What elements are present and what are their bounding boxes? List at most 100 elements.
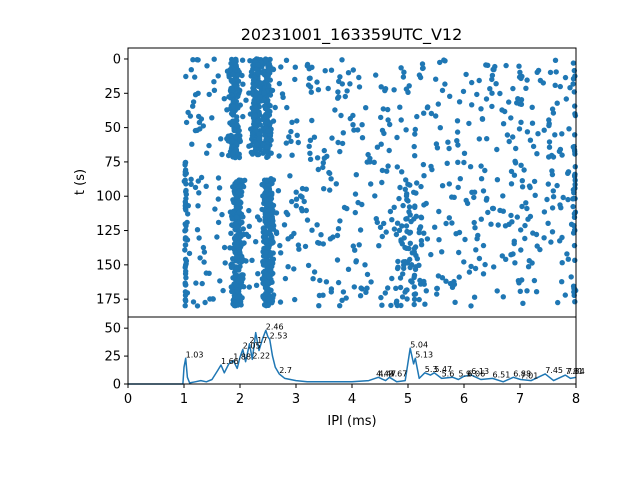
scatter-point (357, 227, 364, 233)
scatter-point (298, 205, 305, 212)
scatter-point (264, 119, 270, 125)
scatter-point (401, 235, 407, 241)
scatter-point (267, 252, 274, 259)
scatter-point (314, 79, 320, 85)
scatter-point (382, 87, 388, 94)
scatter-point (265, 128, 271, 134)
scatter-point (520, 300, 526, 306)
scatter-point (379, 167, 386, 174)
scatter-point (286, 134, 292, 140)
scatter-point (337, 148, 343, 155)
scatter-point (439, 87, 446, 94)
scatter-point (519, 184, 526, 190)
scatter-point (309, 64, 315, 71)
scatter-point (455, 159, 461, 165)
peak-label: 7.81 (565, 367, 583, 376)
scatter-point (518, 227, 524, 233)
scatter-point (405, 198, 411, 204)
scatter-point (418, 183, 424, 190)
scatter-point (255, 61, 261, 68)
scatter-point (238, 220, 244, 226)
scatter-point (233, 146, 239, 153)
scatter-point (570, 230, 577, 236)
scatter-point (230, 150, 236, 157)
scatter-point (419, 65, 426, 72)
scatter-point (289, 152, 295, 158)
scatter-point (359, 135, 366, 141)
scatter-point (478, 216, 484, 222)
scatter-point (416, 296, 422, 303)
scatter-point (491, 264, 497, 270)
histogram-y-ticks: 0 25 50 (104, 322, 128, 393)
scatter-point (572, 73, 578, 79)
scatter-point (483, 96, 490, 102)
scatter-point (183, 119, 190, 126)
histogram-panel: 1.031.661.882.052.172.222.462.532.7 4.434… (104, 316, 585, 429)
scatter-point (442, 81, 448, 87)
scatter-point (526, 183, 533, 189)
scatter-point (552, 82, 558, 89)
scatter-point (252, 127, 259, 133)
scatter-point (368, 279, 374, 285)
scatter-point (358, 285, 364, 291)
scatter-point (530, 143, 537, 150)
scatter-point (195, 203, 201, 209)
scatter-point (229, 138, 235, 144)
scatter-point (418, 238, 425, 244)
scatter-point (197, 255, 203, 261)
scatter-point (285, 264, 291, 270)
scatter-point (231, 58, 237, 64)
scatter-point (227, 67, 233, 73)
scatter-point (307, 150, 313, 156)
scatter-point (454, 138, 460, 144)
scatter-point (275, 188, 282, 194)
scatter-points (181, 56, 579, 309)
scatter-point (572, 103, 578, 109)
scatter-point (400, 202, 406, 209)
scatter-point (234, 214, 240, 220)
scatter-point (510, 85, 516, 92)
scatter-point (406, 204, 413, 210)
scatter-point (206, 142, 212, 149)
scatter-point (355, 127, 361, 133)
scatter-point (489, 90, 495, 96)
scatter-point (190, 99, 197, 105)
scatter-point (209, 115, 215, 121)
scatter-point (566, 126, 572, 132)
scatter-point (303, 186, 309, 192)
scatter-point (259, 181, 265, 188)
scatter-point (463, 71, 469, 78)
scatter-point (278, 250, 284, 256)
scatter-point (288, 138, 294, 144)
scatter-point (393, 285, 399, 291)
scatter-point (445, 139, 451, 145)
scatter-point (510, 134, 516, 140)
scatter-point (309, 227, 315, 233)
scatter-point (263, 197, 269, 204)
scatter-point (321, 186, 327, 192)
scatter-point (254, 141, 260, 148)
scatter-point (433, 113, 439, 119)
scatter-point (237, 275, 243, 281)
scatter-point (510, 251, 516, 257)
scatter-point (405, 181, 411, 187)
scatter-point (307, 156, 314, 162)
scatter-point (352, 191, 359, 197)
scatter-point (328, 67, 335, 73)
scatter-point (399, 241, 405, 247)
scatter-point (260, 234, 267, 240)
scatter-point (519, 203, 525, 210)
scatter-point (183, 207, 189, 213)
scatter-y-tick-label: 0 (113, 52, 121, 67)
scatter-point (217, 278, 223, 284)
scatter-point (232, 293, 239, 300)
scatter-point (182, 242, 189, 248)
scatter-point (478, 176, 485, 182)
scatter-point (253, 147, 259, 153)
scatter-point (316, 303, 322, 309)
peak-label: 5.04 (410, 340, 428, 349)
scatter-point (490, 205, 497, 212)
scatter-point (502, 223, 509, 229)
scatter-point (401, 69, 407, 75)
scatter-point (256, 135, 263, 142)
